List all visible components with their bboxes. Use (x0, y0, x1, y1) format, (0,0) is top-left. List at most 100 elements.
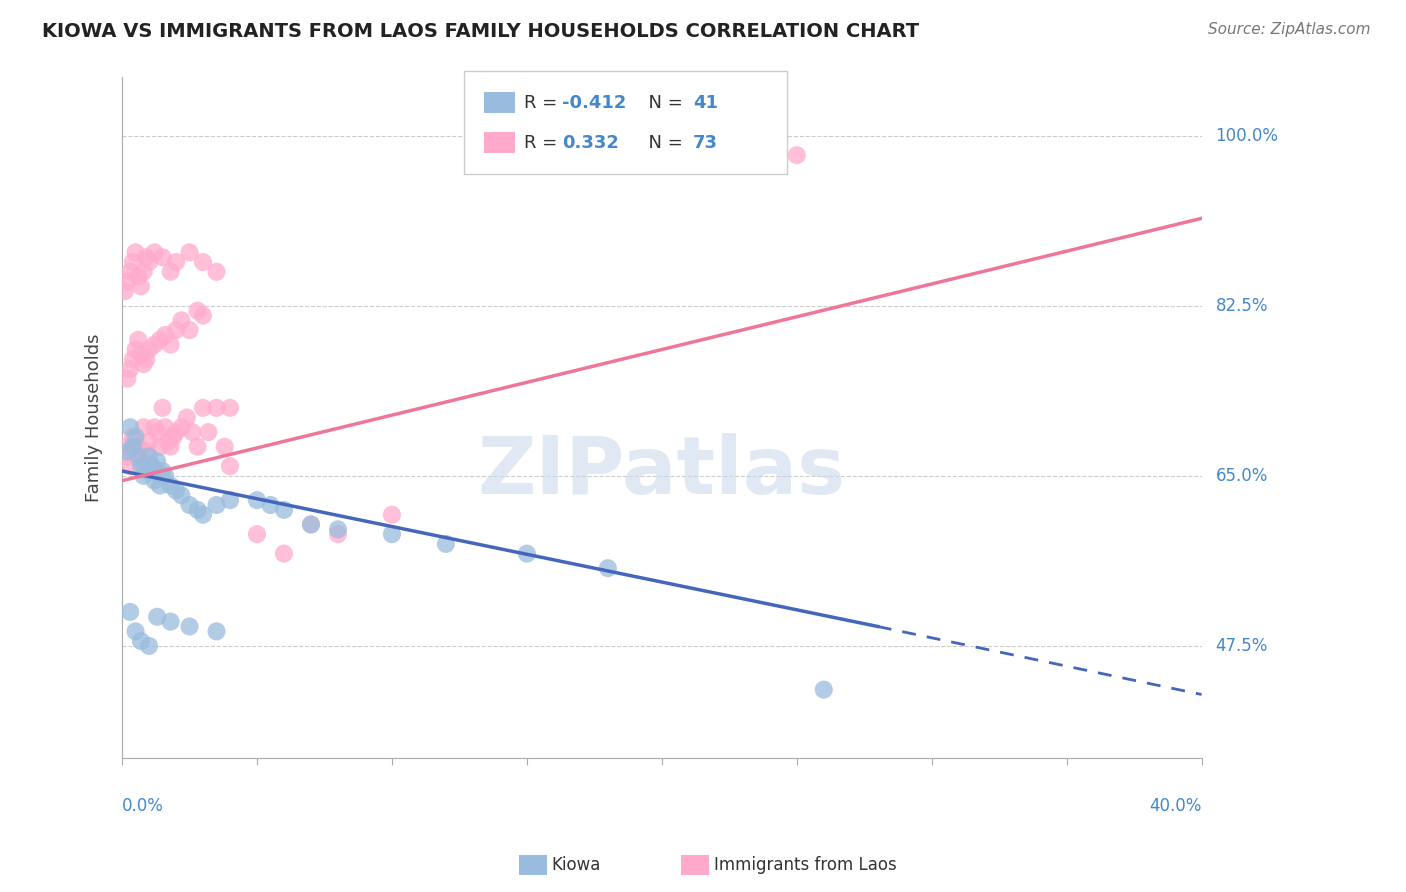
Point (197, 425, 219, 439)
Point (191, 309, 214, 323)
Point (141, 459, 163, 474)
Point (205, 624, 228, 639)
Point (170, 420, 193, 434)
Text: 100.0%: 100.0% (1216, 127, 1278, 145)
Point (273, 547, 295, 561)
Point (149, 440, 172, 454)
Point (117, 372, 139, 386)
Point (127, 450, 149, 464)
Point (124, 245, 146, 260)
Text: Immigrants from Laos: Immigrants from Laos (714, 856, 897, 874)
Text: R =: R = (524, 134, 564, 152)
Point (813, 682, 835, 697)
Point (152, 464, 174, 478)
Point (138, 450, 160, 464)
Point (138, 343, 160, 357)
Point (326, 527, 349, 541)
Point (246, 527, 269, 541)
Point (187, 503, 209, 517)
Point (159, 478, 181, 492)
Text: N =: N = (637, 94, 689, 112)
Point (187, 440, 209, 454)
Point (179, 245, 201, 260)
Point (135, 464, 157, 478)
Text: 82.5%: 82.5% (1216, 297, 1268, 315)
Text: 47.5%: 47.5% (1216, 637, 1268, 655)
Text: Source: ZipAtlas.com: Source: ZipAtlas.com (1208, 22, 1371, 37)
Point (132, 357, 155, 371)
Point (114, 284, 136, 298)
Y-axis label: Family Households: Family Households (86, 334, 103, 502)
Point (273, 503, 295, 517)
Point (155, 468, 177, 483)
Point (170, 313, 193, 327)
Point (124, 450, 146, 464)
Point (165, 483, 187, 498)
Point (596, 561, 619, 575)
Point (138, 639, 160, 653)
Point (135, 352, 157, 367)
Point (138, 255, 160, 269)
Point (159, 337, 181, 351)
Point (129, 634, 152, 648)
Point (516, 547, 538, 561)
Point (146, 609, 169, 624)
Text: Kiowa: Kiowa (551, 856, 600, 874)
Point (138, 434, 160, 449)
Point (121, 440, 143, 454)
Text: 0.0%: 0.0% (122, 797, 165, 814)
Point (120, 459, 142, 474)
Text: KIOWA VS IMMIGRANTS FROM LAOS FAMILY HOUSEHOLDS CORRELATION CHART: KIOWA VS IMMIGRANTS FROM LAOS FAMILY HOU… (42, 22, 920, 41)
Text: 73: 73 (693, 134, 718, 152)
Point (121, 352, 143, 367)
Point (132, 468, 155, 483)
Point (117, 450, 139, 464)
Point (205, 498, 228, 512)
Point (129, 347, 152, 361)
Point (170, 488, 193, 502)
Point (120, 265, 142, 279)
Point (120, 605, 142, 619)
Point (219, 459, 242, 474)
Point (179, 323, 201, 337)
Point (219, 401, 242, 415)
Point (214, 440, 236, 454)
Point (155, 420, 177, 434)
Text: R =: R = (524, 94, 564, 112)
Point (117, 275, 139, 289)
Point (143, 245, 166, 260)
Point (152, 401, 174, 415)
Point (121, 430, 143, 444)
Point (114, 440, 136, 454)
Point (129, 279, 152, 293)
Point (143, 474, 166, 488)
Point (141, 459, 163, 474)
Text: N =: N = (637, 134, 689, 152)
Point (179, 498, 201, 512)
Point (381, 508, 404, 522)
Point (149, 333, 172, 347)
Point (124, 430, 146, 444)
Point (129, 454, 152, 468)
Point (246, 493, 269, 508)
Point (165, 425, 187, 439)
Point (127, 269, 149, 284)
Point (191, 255, 214, 269)
Point (786, 148, 808, 162)
Point (326, 522, 349, 536)
Point (127, 333, 149, 347)
Point (135, 444, 157, 458)
Point (434, 537, 457, 551)
Point (179, 619, 201, 633)
Text: -0.412: -0.412 (562, 94, 627, 112)
Point (259, 498, 281, 512)
Point (205, 401, 228, 415)
Point (155, 328, 177, 343)
Point (146, 454, 169, 468)
Point (187, 303, 209, 318)
Text: 41: 41 (693, 94, 718, 112)
Point (159, 440, 181, 454)
Point (159, 615, 181, 629)
Point (132, 265, 155, 279)
Point (124, 343, 146, 357)
